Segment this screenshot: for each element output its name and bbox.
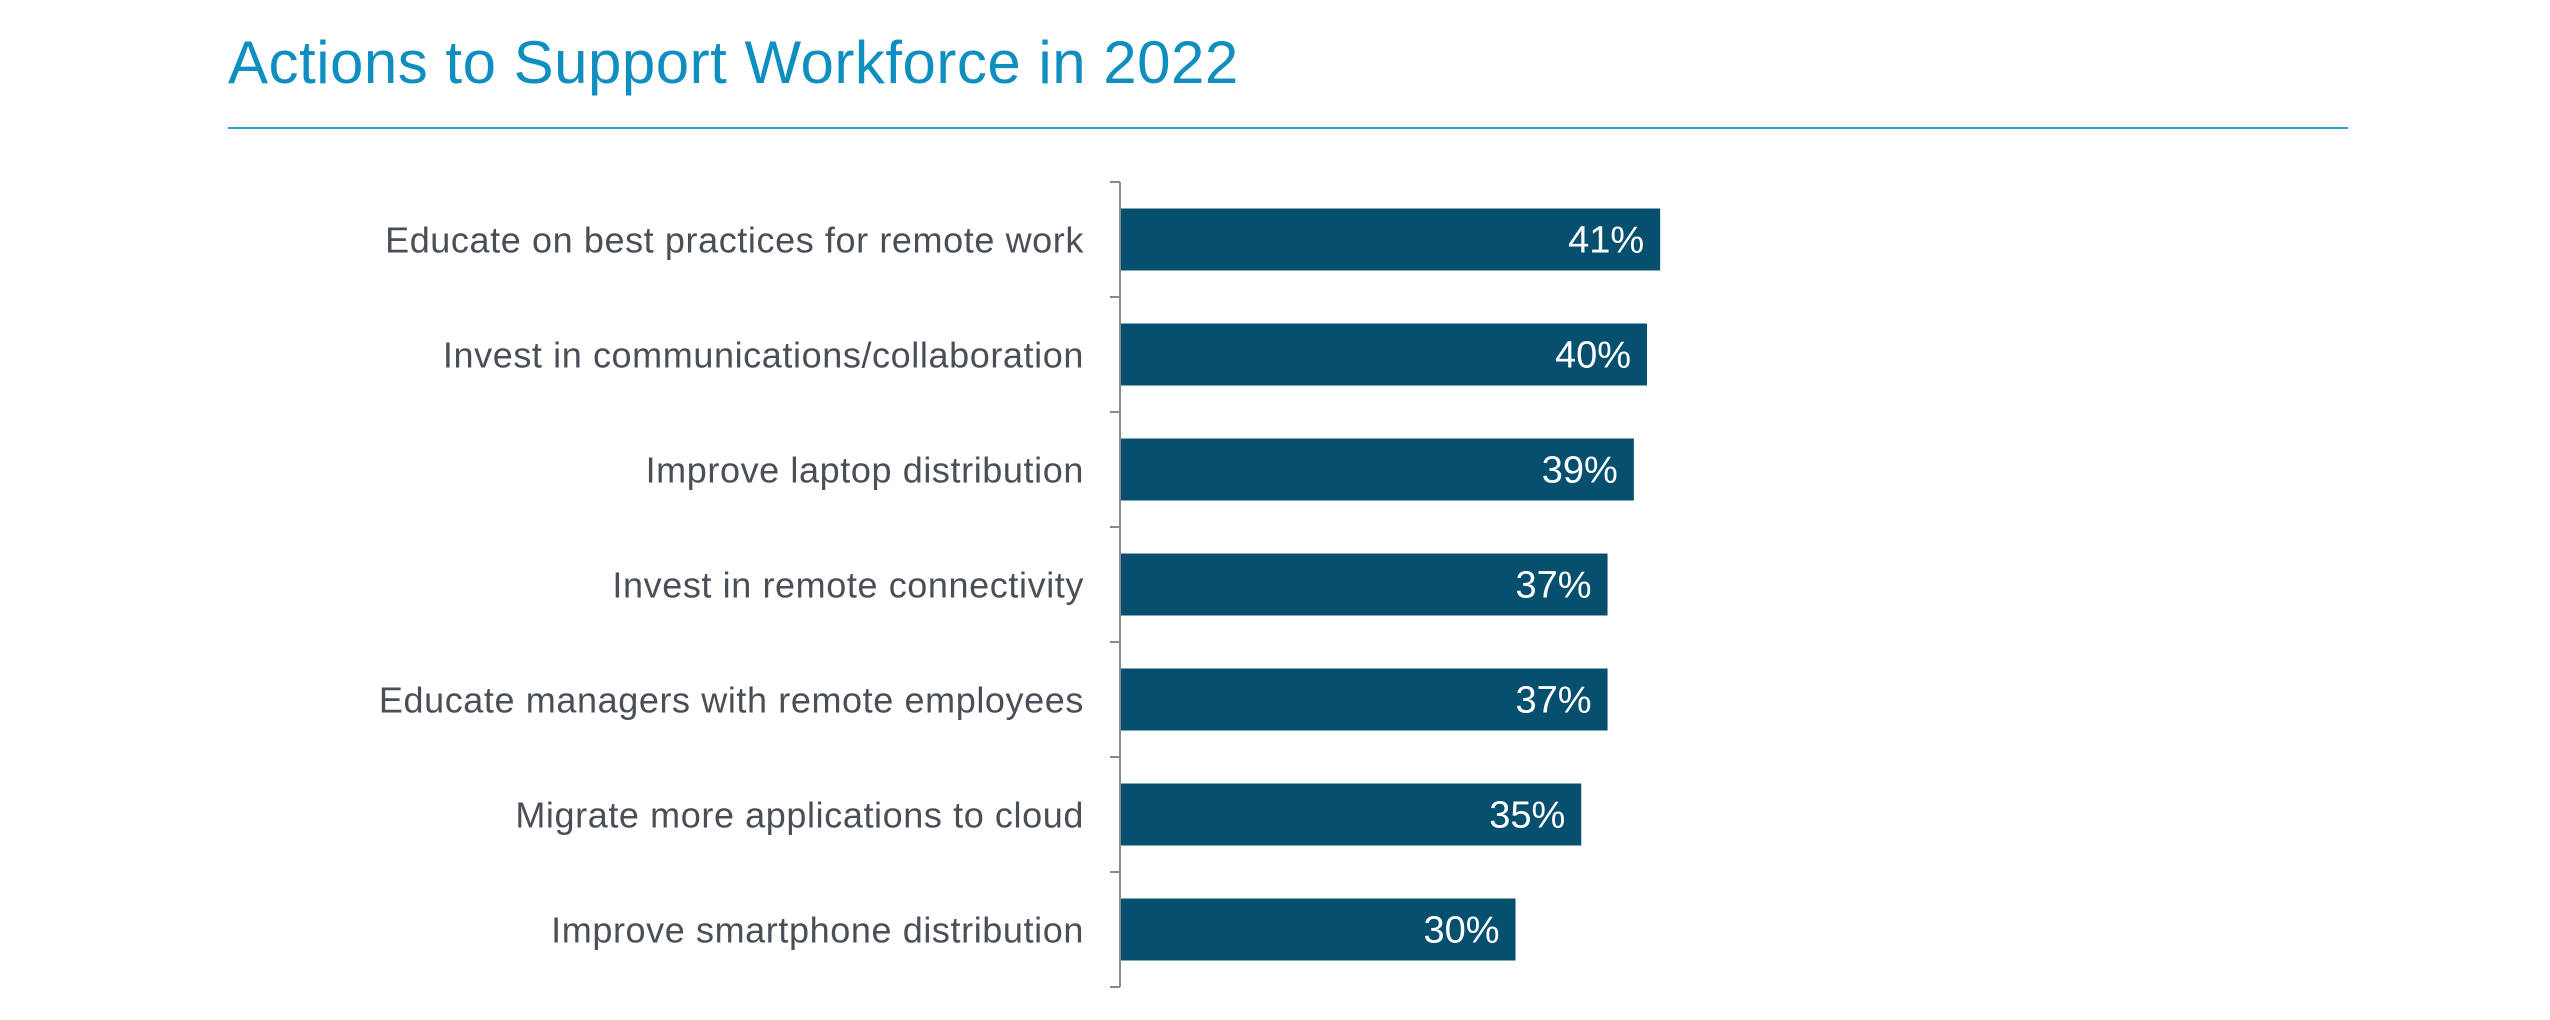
category-label: Improve laptop distribution	[646, 450, 1084, 491]
bar[interactable]	[1121, 783, 1582, 846]
category-label: Educate managers with remote employees	[379, 680, 1084, 721]
bar-value-label: 30%	[1423, 910, 1499, 952]
bar-value-label: 37%	[1515, 680, 1591, 722]
bar[interactable]	[1121, 898, 1516, 961]
bar[interactable]	[1121, 668, 1608, 731]
bar-value-label: 37%	[1515, 565, 1591, 607]
bar-value-label: 41%	[1568, 220, 1644, 262]
bar[interactable]	[1121, 208, 1661, 271]
chart-title: Actions to Support Workforce in 2022	[228, 29, 1239, 96]
category-label: Invest in remote connectivity	[612, 565, 1084, 606]
title-divider	[228, 127, 2348, 129]
category-label: Improve smartphone distribution	[551, 910, 1084, 951]
bar[interactable]	[1121, 438, 1634, 501]
bar-value-label: 35%	[1489, 795, 1565, 837]
bar[interactable]	[1121, 553, 1608, 616]
bar-value-label: 40%	[1555, 335, 1631, 377]
category-label: Educate on best practices for remote wor…	[385, 220, 1084, 261]
category-label: Migrate more applications to cloud	[515, 795, 1084, 836]
bar-value-label: 39%	[1542, 450, 1618, 492]
category-label: Invest in communications/collaboration	[443, 335, 1084, 376]
bar[interactable]	[1121, 323, 1647, 386]
